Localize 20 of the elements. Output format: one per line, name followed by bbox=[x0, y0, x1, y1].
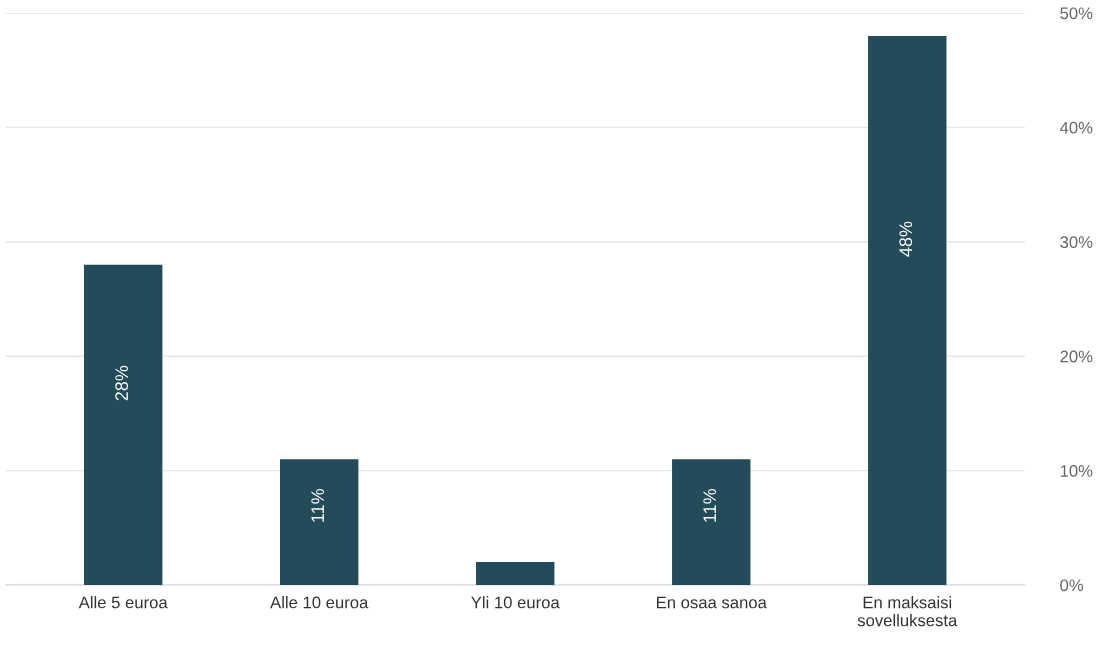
x-tick-label: En osaa sanoa bbox=[657, 596, 767, 609]
data-label: 11% bbox=[311, 488, 324, 522]
y-tick-label: 20% bbox=[1060, 350, 1093, 363]
y-tick-label: 30% bbox=[1060, 236, 1093, 248]
x-tick-label: Yli 10 euroa bbox=[471, 596, 560, 609]
bar bbox=[280, 459, 359, 585]
bar bbox=[868, 35, 947, 585]
data-label: 48% bbox=[899, 221, 913, 257]
bar bbox=[83, 264, 163, 585]
x-tick-label: Alle 5 euroa bbox=[78, 596, 168, 609]
y-tick-label: 10% bbox=[1060, 465, 1093, 477]
y-tick-label: 0% bbox=[1060, 579, 1084, 592]
data-label: 28% bbox=[115, 365, 129, 401]
bar bbox=[476, 562, 555, 585]
y-tick-label: 50% bbox=[1060, 7, 1093, 20]
y-tick-label: 40% bbox=[1059, 121, 1093, 134]
x-tick-label: En maksaisi sovelluksesta bbox=[857, 596, 958, 627]
data-label: 11% bbox=[703, 488, 717, 522]
bar bbox=[672, 459, 751, 585]
x-tick-label: Alle 10 euroa bbox=[270, 596, 369, 609]
